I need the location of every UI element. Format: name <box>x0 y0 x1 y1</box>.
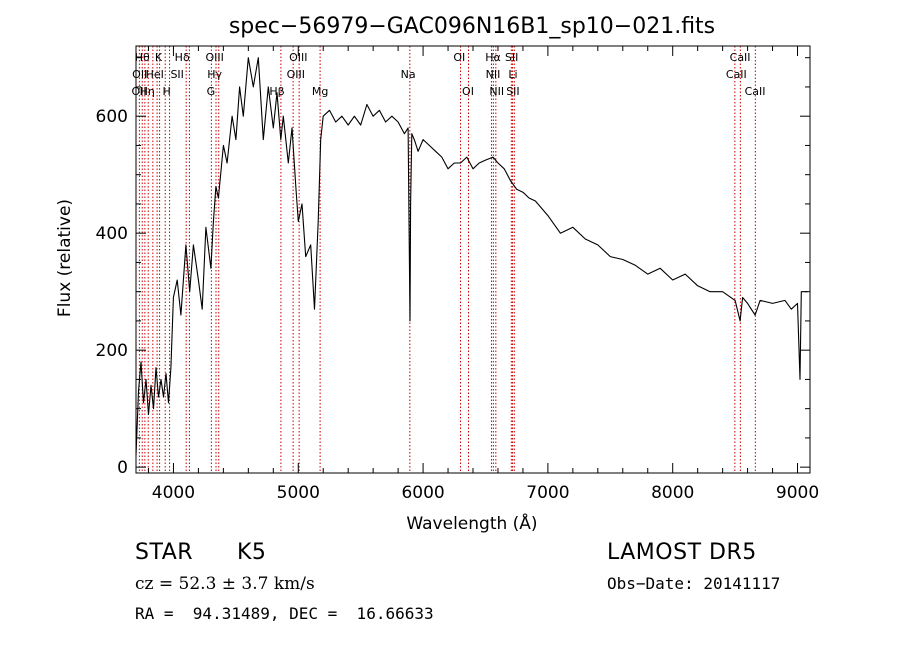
spectrum-series <box>135 57 808 456</box>
line-label: K <box>155 51 163 64</box>
x-tick-label: 9000 <box>776 483 819 503</box>
line-label: CaII <box>745 85 766 98</box>
obs-date: Obs−Date: 20141117 <box>607 574 781 593</box>
line-label: OIII <box>205 51 223 64</box>
x-axis-label: Wavelength (Å) <box>406 512 537 534</box>
redshift-cz: cz = 52.3 ± 3.7 km/s <box>135 574 315 594</box>
line-label: OI <box>462 85 474 98</box>
line-label: OIII <box>289 51 307 64</box>
y-axis-label: Flux (relative) <box>55 199 75 317</box>
chart-title: spec−56979−GAC096N16B1_sp10−021.fits <box>229 14 715 39</box>
line-label: Hη <box>140 85 155 98</box>
line-label: OI <box>453 51 465 64</box>
y-tick-label: 400 <box>96 224 128 244</box>
line-label: SII <box>170 68 183 81</box>
y-tick-label: 0 <box>117 458 128 478</box>
line-label: Li <box>508 68 517 81</box>
line-label: Na <box>401 68 416 81</box>
survey-name: LAMOST DR5 <box>607 540 757 565</box>
line-label: HeI <box>146 68 164 81</box>
line-label: NII <box>489 85 504 98</box>
line-label: H <box>162 85 170 98</box>
line-label: CaII <box>730 51 751 64</box>
y-tick-label: 200 <box>96 341 128 361</box>
line-label: NII <box>486 68 501 81</box>
x-tick-label: 8000 <box>651 483 694 503</box>
line-label: Hβ <box>269 85 284 98</box>
subclass: K5 <box>237 540 267 565</box>
line-label: Hα <box>485 51 501 64</box>
line-label: CaII <box>726 68 747 81</box>
y-axis: 0 200 400 600 <box>96 57 810 478</box>
line-label: Hγ <box>207 68 222 81</box>
line-label: SII <box>505 51 518 64</box>
line-label: OIII <box>287 68 305 81</box>
spectrum-line <box>135 57 808 456</box>
coordinates: RA = 94.31489, DEC = 16.66633 <box>135 604 434 623</box>
x-tick-label: 4000 <box>152 483 195 503</box>
line-label: G <box>207 85 216 98</box>
line-label: SII <box>506 85 519 98</box>
line-label: Mg <box>312 85 328 98</box>
line-label: Hθ <box>135 51 150 64</box>
spectral-line-markers <box>138 46 756 473</box>
line-label: OII <box>132 85 147 98</box>
spectral-line-labels: Hθ K Hδ OIII OIII OI Hα SII CaII OII HeI SII Hγ OIII N… <box>132 51 766 98</box>
x-tick-label: 7000 <box>526 483 569 503</box>
plot-frame <box>135 45 811 474</box>
x-tick-label: 6000 <box>401 483 444 503</box>
x-axis: 4000 5000 6000 7000 8000 9000 <box>147 46 819 503</box>
y-tick-label: 600 <box>96 107 128 127</box>
line-label: Hδ <box>175 51 190 64</box>
x-tick-label: 5000 <box>277 483 320 503</box>
object-class: STAR <box>135 540 194 565</box>
